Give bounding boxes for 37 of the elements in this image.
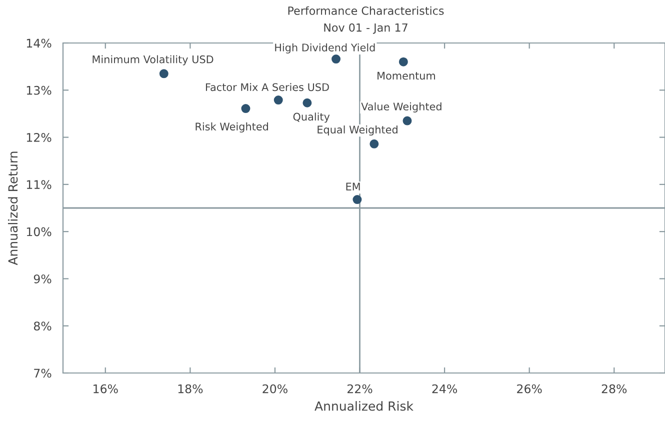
y-tick-label: 8% xyxy=(34,322,52,331)
y-tick-label: 12% xyxy=(26,133,52,142)
point xyxy=(398,57,408,66)
annotation: Equal Weighted xyxy=(318,125,398,136)
point xyxy=(370,139,379,148)
point xyxy=(332,54,341,64)
point xyxy=(402,116,412,126)
annotation: Risk Weighted xyxy=(196,122,268,132)
annotation: Value Weighted xyxy=(361,102,442,112)
chart-subtitle: Nov 01 - Jan 17 xyxy=(324,23,408,34)
annotation: Factor Mix A Series USD xyxy=(206,83,329,92)
x-tick-label: 24% xyxy=(432,384,458,394)
x-tick-label: 28% xyxy=(602,384,627,394)
annotation: EM xyxy=(346,182,360,190)
annotation: Momentum xyxy=(378,72,435,80)
x-tick-label: 16% xyxy=(94,384,118,394)
point xyxy=(302,98,312,108)
x-tick-label: 26% xyxy=(517,384,542,394)
y-tick-label: 9% xyxy=(34,274,52,284)
y-tick-label: 10% xyxy=(26,227,52,236)
x-tick-label: 18% xyxy=(178,384,203,394)
annotation: High Dividend Yield xyxy=(275,43,375,54)
x-tick-label: 20% xyxy=(262,384,288,394)
y-tick-label: 13% xyxy=(26,86,52,95)
point xyxy=(274,96,283,105)
chart-title: Performance Characteristics xyxy=(288,6,444,15)
x-tick-label: 22% xyxy=(348,384,372,394)
annotation: Quality xyxy=(293,112,330,123)
y-tick-label: 11% xyxy=(26,180,52,190)
point xyxy=(159,69,168,78)
x-axis-title: Annualized Risk xyxy=(314,401,414,411)
point xyxy=(352,195,362,204)
y-tick-label: 14% xyxy=(26,38,52,48)
point xyxy=(241,104,250,114)
annotation: Minimum Volatility USD xyxy=(92,55,214,66)
y-tick-label: 7% xyxy=(34,368,52,378)
y-axis-title: Annualized Return xyxy=(8,152,18,266)
